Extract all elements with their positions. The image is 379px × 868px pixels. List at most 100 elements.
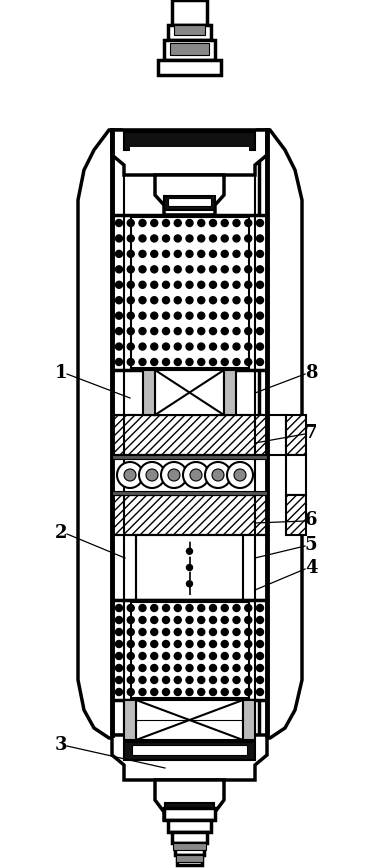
Circle shape bbox=[186, 665, 193, 672]
Circle shape bbox=[139, 688, 146, 695]
Circle shape bbox=[257, 653, 263, 660]
Circle shape bbox=[116, 676, 122, 683]
Circle shape bbox=[210, 653, 216, 660]
Circle shape bbox=[163, 327, 169, 334]
Circle shape bbox=[163, 312, 169, 319]
Bar bbox=[130, 147, 249, 155]
Circle shape bbox=[151, 220, 158, 227]
Circle shape bbox=[174, 688, 181, 695]
Circle shape bbox=[127, 688, 134, 695]
Circle shape bbox=[257, 358, 263, 365]
Circle shape bbox=[198, 235, 205, 242]
Bar bbox=[286, 415, 306, 455]
Bar bbox=[173, 843, 206, 850]
Circle shape bbox=[257, 250, 263, 258]
Circle shape bbox=[186, 358, 193, 365]
Bar bbox=[175, 843, 204, 855]
Bar bbox=[112, 455, 267, 459]
Circle shape bbox=[151, 312, 158, 319]
Circle shape bbox=[116, 281, 122, 288]
Circle shape bbox=[257, 604, 263, 611]
Circle shape bbox=[163, 220, 169, 227]
Circle shape bbox=[127, 653, 134, 660]
Bar bbox=[164, 808, 215, 820]
Circle shape bbox=[233, 235, 240, 242]
Circle shape bbox=[127, 641, 134, 648]
Circle shape bbox=[257, 297, 263, 304]
Circle shape bbox=[174, 235, 181, 242]
Circle shape bbox=[139, 641, 146, 648]
Polygon shape bbox=[258, 130, 302, 738]
Bar bbox=[177, 855, 202, 865]
Bar bbox=[164, 40, 215, 60]
Circle shape bbox=[245, 604, 252, 611]
Circle shape bbox=[186, 564, 193, 570]
Bar bbox=[136, 535, 267, 600]
Circle shape bbox=[139, 297, 146, 304]
Circle shape bbox=[245, 327, 252, 334]
Bar bbox=[124, 742, 255, 760]
Circle shape bbox=[221, 604, 228, 611]
Text: 3: 3 bbox=[55, 736, 67, 754]
Circle shape bbox=[210, 343, 216, 350]
Text: 1: 1 bbox=[55, 364, 67, 382]
Bar bbox=[155, 370, 224, 415]
Circle shape bbox=[174, 358, 181, 365]
Circle shape bbox=[198, 220, 205, 227]
Circle shape bbox=[174, 220, 181, 227]
Circle shape bbox=[163, 235, 169, 242]
Circle shape bbox=[245, 297, 252, 304]
Circle shape bbox=[174, 297, 181, 304]
Circle shape bbox=[151, 616, 158, 623]
Circle shape bbox=[210, 688, 216, 695]
Circle shape bbox=[198, 327, 205, 334]
Circle shape bbox=[116, 604, 122, 611]
Circle shape bbox=[245, 235, 252, 242]
Bar bbox=[112, 215, 267, 370]
Circle shape bbox=[183, 462, 209, 488]
Bar bbox=[136, 700, 243, 740]
Circle shape bbox=[210, 616, 216, 623]
Bar bbox=[164, 196, 215, 210]
Circle shape bbox=[186, 581, 193, 587]
Circle shape bbox=[257, 676, 263, 683]
Circle shape bbox=[116, 665, 122, 672]
Circle shape bbox=[221, 676, 228, 683]
Circle shape bbox=[117, 462, 143, 488]
Circle shape bbox=[174, 327, 181, 334]
Circle shape bbox=[245, 688, 252, 695]
Circle shape bbox=[151, 266, 158, 273]
Circle shape bbox=[139, 250, 146, 258]
Circle shape bbox=[127, 665, 134, 672]
Circle shape bbox=[116, 653, 122, 660]
Polygon shape bbox=[155, 175, 224, 215]
Circle shape bbox=[163, 688, 169, 695]
Circle shape bbox=[210, 604, 216, 611]
Circle shape bbox=[257, 312, 263, 319]
Circle shape bbox=[257, 281, 263, 288]
Circle shape bbox=[186, 297, 193, 304]
Circle shape bbox=[139, 327, 146, 334]
Circle shape bbox=[245, 312, 252, 319]
Bar bbox=[112, 415, 267, 455]
Circle shape bbox=[186, 250, 193, 258]
Circle shape bbox=[210, 250, 216, 258]
Circle shape bbox=[186, 688, 193, 695]
Bar bbox=[267, 415, 286, 455]
Circle shape bbox=[116, 297, 122, 304]
Circle shape bbox=[163, 628, 169, 635]
Bar bbox=[130, 217, 249, 368]
Circle shape bbox=[233, 220, 240, 227]
Circle shape bbox=[221, 641, 228, 648]
Circle shape bbox=[174, 616, 181, 623]
Circle shape bbox=[151, 653, 158, 660]
Circle shape bbox=[245, 653, 252, 660]
Circle shape bbox=[198, 604, 205, 611]
Bar bbox=[112, 130, 259, 735]
Circle shape bbox=[127, 628, 134, 635]
Circle shape bbox=[245, 343, 252, 350]
Circle shape bbox=[210, 235, 216, 242]
Circle shape bbox=[139, 343, 146, 350]
Circle shape bbox=[116, 327, 122, 334]
Bar bbox=[170, 43, 209, 55]
